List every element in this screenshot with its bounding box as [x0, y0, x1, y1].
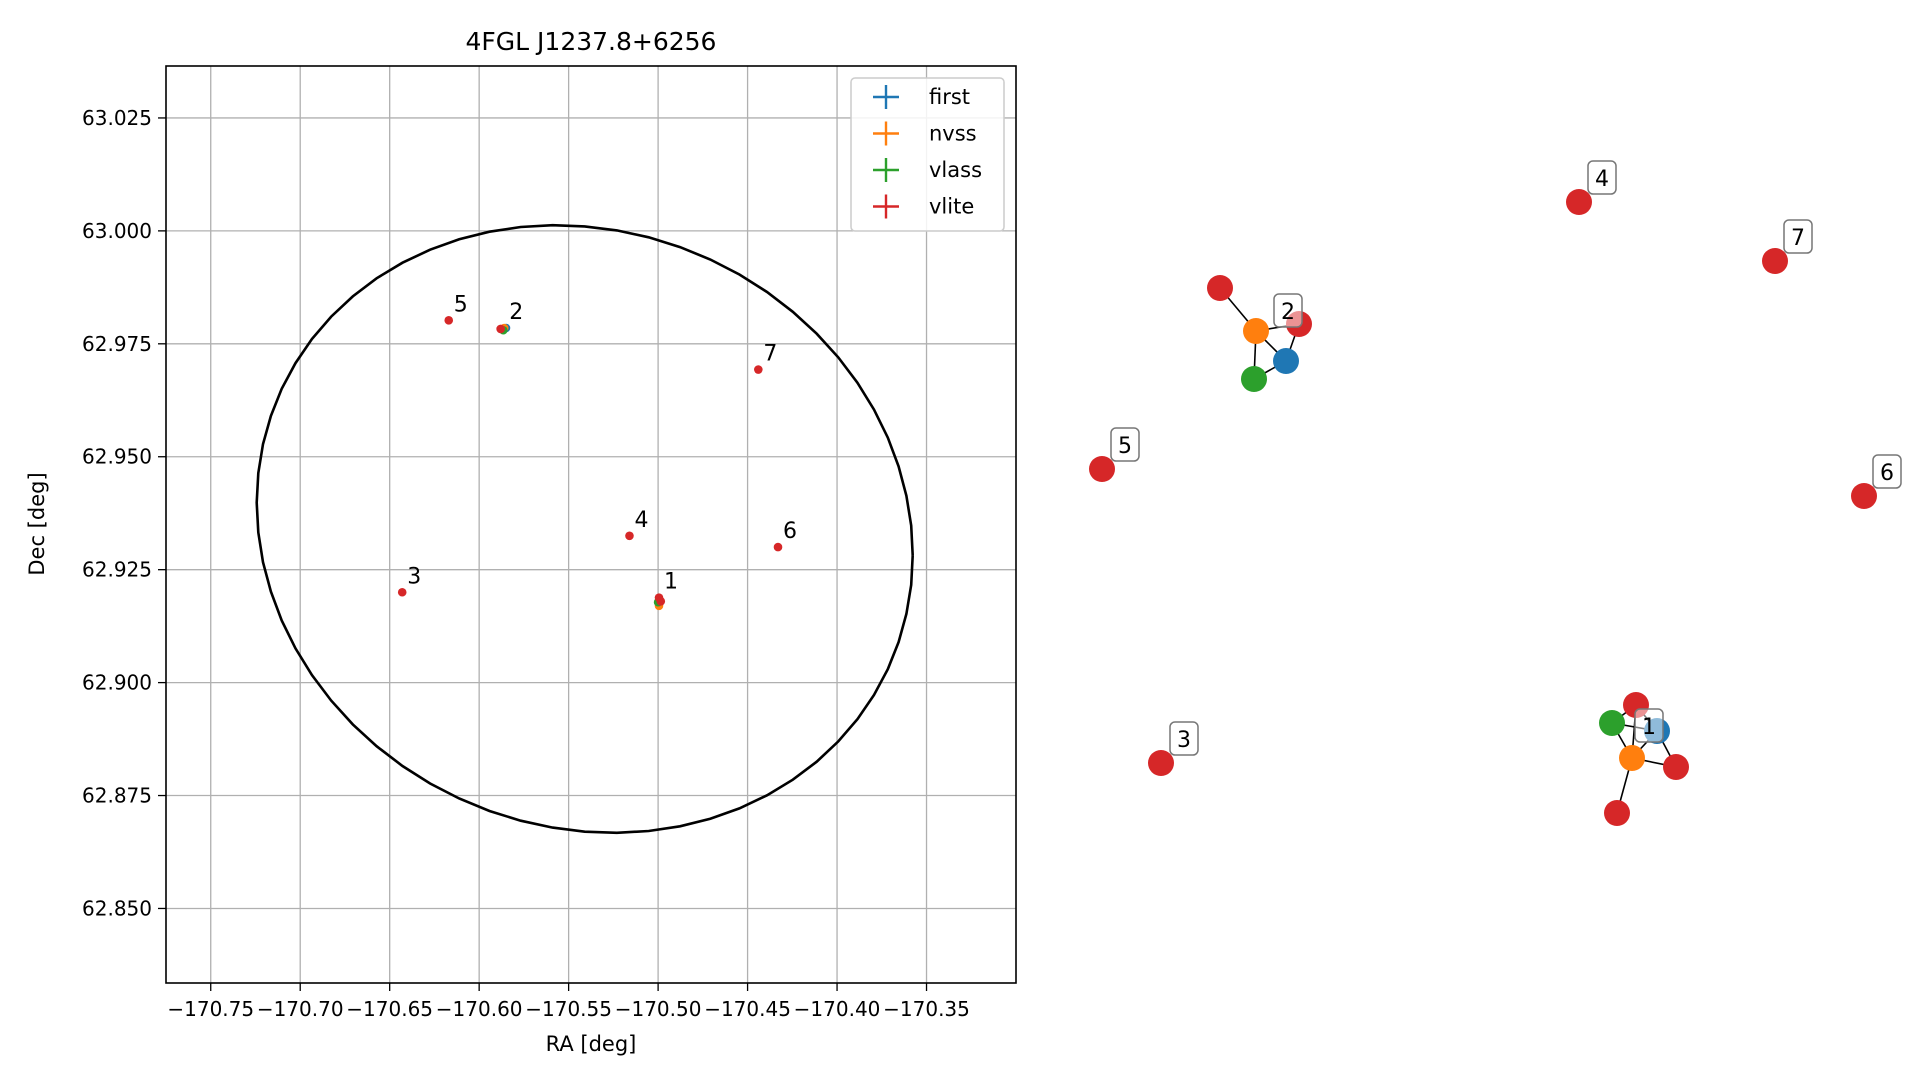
y-axis-ticks: 62.850 62.875 62.900 62.925 62.950 62.975 63.0… [82, 106, 166, 920]
y-tick-label: 63.000 [82, 219, 152, 243]
node-vlite [1851, 483, 1877, 509]
node-vlite [1148, 750, 1174, 776]
x-tick-label: −170.35 [883, 997, 970, 1021]
point-vlite [656, 596, 666, 606]
y-tick-label: 62.925 [82, 558, 152, 582]
legend-box [850, 77, 1005, 232]
point-vlite [496, 324, 505, 334]
node-first [1273, 348, 1299, 374]
node-label: 1 [1634, 708, 1664, 743]
node-label: 2 [1273, 293, 1303, 328]
node-vlass [1241, 366, 1267, 392]
legend-label-vlite: vlite [929, 195, 974, 219]
node-vlite [1566, 189, 1592, 215]
node-vlite [1663, 754, 1689, 780]
x-tick-label: −170.55 [525, 997, 612, 1021]
point-labels: 1 2 3 4 5 6 7 [407, 292, 797, 594]
ellipse-path [255, 223, 914, 835]
node-nvss [1619, 745, 1645, 771]
node-nvss [1243, 318, 1269, 344]
node-vlass [1599, 710, 1625, 736]
x-tick-label: −170.50 [615, 997, 702, 1021]
x-tick-label: −170.45 [704, 997, 791, 1021]
axes-frame [165, 65, 1017, 984]
legend: first nvss vlass vlite [850, 77, 1005, 232]
y-tick-label: 62.950 [82, 445, 152, 469]
scatter-plot: 4FGL J1237.8+6256 1 2 3 4 5 6 7 −170.75 −170.70… [25, 27, 1017, 1056]
svg-text:4: 4 [1595, 167, 1609, 192]
network-nodes [1089, 189, 1877, 826]
point-label: 1 [664, 570, 678, 595]
node-vlite [1604, 800, 1630, 826]
legend-label-vlass: vlass [929, 158, 982, 182]
svg-text:3: 3 [1177, 728, 1191, 753]
point-label: 6 [783, 519, 797, 544]
node-vlite [1207, 275, 1233, 301]
point-label: 7 [763, 342, 777, 367]
chart-title: 4FGL J1237.8+6256 [466, 27, 717, 56]
point-vlite [397, 587, 407, 597]
svg-text:1: 1 [1642, 715, 1656, 740]
x-axis-ticks: −170.75 −170.70 −170.65 −170.60 −170.55 −170.… [167, 983, 970, 1021]
x-axis-title: RA [deg] [546, 1032, 637, 1056]
node-label: 3 [1169, 721, 1199, 756]
x-tick-label: −170.70 [257, 997, 344, 1021]
svg-text:2: 2 [1281, 300, 1295, 325]
point-label: 5 [454, 292, 468, 317]
svg-text:5: 5 [1118, 434, 1132, 459]
node-vlite [1089, 456, 1115, 482]
point-vlite [754, 365, 763, 374]
network-diagram: 1 2 3 4 5 6 7 [1089, 160, 1902, 826]
network-labels: 1 2 3 4 5 6 7 [1110, 160, 1902, 756]
grid [166, 66, 1016, 983]
data-points [397, 316, 783, 611]
x-tick-label: −170.40 [794, 997, 881, 1021]
y-tick-label: 62.875 [82, 784, 152, 808]
svg-text:7: 7 [1791, 226, 1805, 251]
point-vlite [444, 316, 454, 325]
x-tick-label: −170.65 [346, 997, 433, 1021]
node-label: 5 [1110, 427, 1140, 462]
y-tick-label: 62.975 [82, 332, 152, 356]
point-vlite [773, 542, 783, 552]
legend-label-nvss: nvss [929, 122, 977, 146]
point-vlite [625, 531, 634, 541]
legend-label-first: first [929, 85, 970, 109]
y-tick-label: 62.850 [82, 896, 152, 920]
node-label: 4 [1587, 160, 1617, 195]
y-axis-title: Dec [deg] [25, 472, 49, 575]
error-ellipse [255, 223, 914, 835]
y-tick-label: 62.900 [82, 671, 152, 695]
svg-text:6: 6 [1880, 461, 1894, 486]
point-label: 2 [509, 300, 523, 325]
y-tick-label: 63.025 [82, 106, 152, 130]
node-vlite [1762, 248, 1788, 274]
point-label: 4 [634, 508, 648, 533]
node-label: 7 [1783, 219, 1813, 254]
point-label: 3 [407, 564, 421, 589]
node-label: 6 [1872, 454, 1902, 489]
x-tick-label: −170.75 [167, 997, 254, 1021]
x-tick-label: −170.60 [436, 997, 523, 1021]
